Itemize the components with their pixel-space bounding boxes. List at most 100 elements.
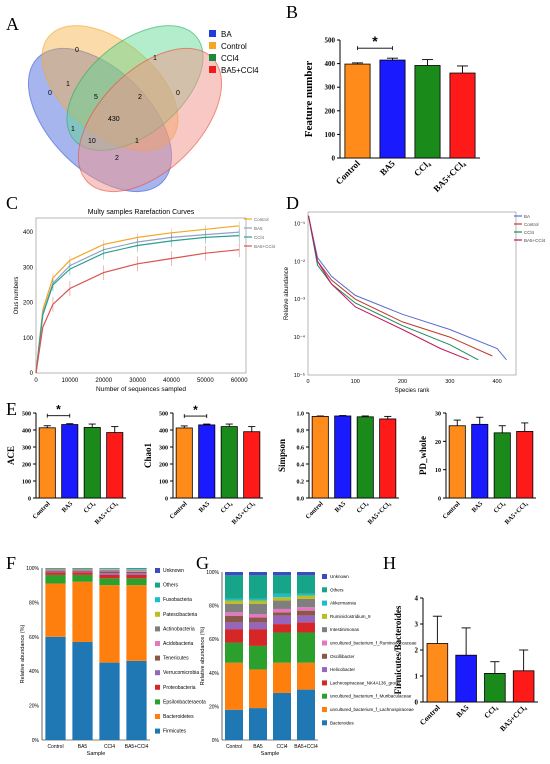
y-tick-label: 300 [325, 84, 336, 92]
stack-segment [126, 569, 147, 570]
legend-swatch [322, 653, 327, 659]
category-label: CCl4 [104, 744, 115, 750]
panel-label-b: B [286, 2, 299, 22]
bar [516, 431, 534, 499]
y-tick-label: 10⁻⁵ [294, 372, 305, 379]
stack-segment [273, 575, 291, 594]
stack-segment [249, 600, 267, 604]
stack-segment [297, 598, 315, 608]
venn-num: 0 [75, 47, 79, 54]
category-label: CCl₄ [492, 500, 506, 514]
venn-num: 10 [88, 138, 96, 145]
category-label: BA5 [471, 500, 485, 514]
stack-segment [225, 629, 243, 643]
stack-segment [249, 614, 267, 618]
chart-g: 0% 20% 40% 60% 80% 100% Relative abundance (%)… [200, 570, 417, 757]
legend-swatch [322, 693, 327, 699]
y-tick-label: 60% [209, 637, 220, 643]
stack-segment [249, 575, 267, 599]
category-label: BA5+CCl₄ [431, 158, 467, 194]
legend-label: Helicobacter [330, 667, 356, 672]
stack-segment [99, 662, 120, 740]
legend-swatch [155, 611, 160, 617]
venn-diagram: 0 1 0 0 1 5 2 1 430 10 1 2 BA Control CC… [27, 25, 259, 193]
y-tick-label: 0% [32, 738, 40, 744]
stack-segment [297, 572, 315, 576]
bar [512, 670, 535, 703]
legend-label: Tenericutes [163, 656, 189, 662]
panel-label-h: H [383, 553, 396, 573]
venn-legend-swatch-ba [209, 30, 216, 37]
category-label: Control [31, 500, 51, 520]
stack-segment [126, 571, 147, 572]
legend-label: Bacteroides [330, 720, 355, 725]
venn-legend-control: Control [221, 42, 247, 51]
bar [484, 673, 506, 703]
stack-segment [225, 662, 243, 710]
category-label: Control [168, 500, 188, 520]
stack-segment [225, 622, 243, 630]
stack-segment [297, 607, 315, 611]
legend-swatch [322, 720, 327, 726]
y-tick-label: 0 [165, 497, 168, 503]
stack-segment [249, 708, 267, 740]
legend-label: Control [254, 217, 269, 222]
stack-segment [45, 574, 66, 584]
bar [38, 427, 56, 499]
stack-segment [45, 583, 66, 637]
y-tick-label: 400 [325, 60, 336, 68]
series-line [35, 235, 240, 374]
category-label: Control [418, 703, 442, 727]
y-tick-label: 300 [159, 446, 168, 452]
x-axis-label: Number of sequences sampled [96, 386, 186, 393]
legend-swatch [155, 582, 160, 588]
chart-f: 0% 20% 40% 60% 80% 100% Relative abundance (%)… [20, 566, 206, 757]
y-tick-label: 20% [29, 704, 40, 710]
legend-label: Acidobacteria [163, 641, 194, 647]
y-tick-label: 100 [325, 131, 336, 139]
legend-swatch [155, 714, 160, 719]
stack-segment [126, 570, 147, 572]
legend-swatch [322, 613, 327, 619]
y-tick-label: 10⁻⁴ [294, 334, 306, 341]
legend-swatch [322, 587, 327, 593]
legend-label: Control [524, 222, 539, 227]
y-axis-label: Otus numbers [14, 277, 20, 315]
category-label: BA5+CCl₄ [504, 500, 530, 526]
y-tick-label: 300 [23, 265, 34, 271]
bar [334, 415, 352, 499]
bar [243, 431, 261, 499]
significance-marker: * [56, 403, 61, 417]
y-tick-label: 200 [22, 463, 31, 469]
significance-marker: * [372, 33, 378, 49]
stack-segment [72, 641, 93, 740]
venn-num: 2 [138, 94, 142, 101]
significance-marker: * [193, 403, 198, 417]
category-label: Control [441, 500, 461, 520]
bar [198, 424, 216, 499]
category-label: BA5+CCl₄ [231, 500, 257, 526]
stack-segment [99, 570, 120, 572]
legend-label: BA5+CCl4 [254, 244, 276, 249]
bar [493, 432, 511, 499]
y-tick-label: 80% [209, 604, 220, 610]
y-tick-label: 100 [23, 336, 34, 342]
stack-segment [225, 575, 243, 599]
category-label: Control [304, 500, 324, 520]
series-line [308, 215, 493, 357]
y-tick-label: 0 [438, 497, 441, 503]
stack-segment [72, 570, 93, 571]
bar [106, 432, 124, 499]
y-tick-label: 200 [23, 301, 34, 307]
y-tick-label: 20 [435, 440, 441, 446]
y-tick-label: 400 [22, 429, 31, 435]
stack-segment [297, 632, 315, 663]
y-tick-label: 20% [209, 704, 220, 710]
x-tick-label: 100 [351, 379, 360, 385]
stack-segment [99, 578, 120, 586]
x-tick-label: 40000 [163, 378, 180, 384]
legend-label: Bacteroidetes [163, 714, 194, 720]
stack-segment [249, 669, 267, 709]
stack-segment [273, 593, 291, 598]
